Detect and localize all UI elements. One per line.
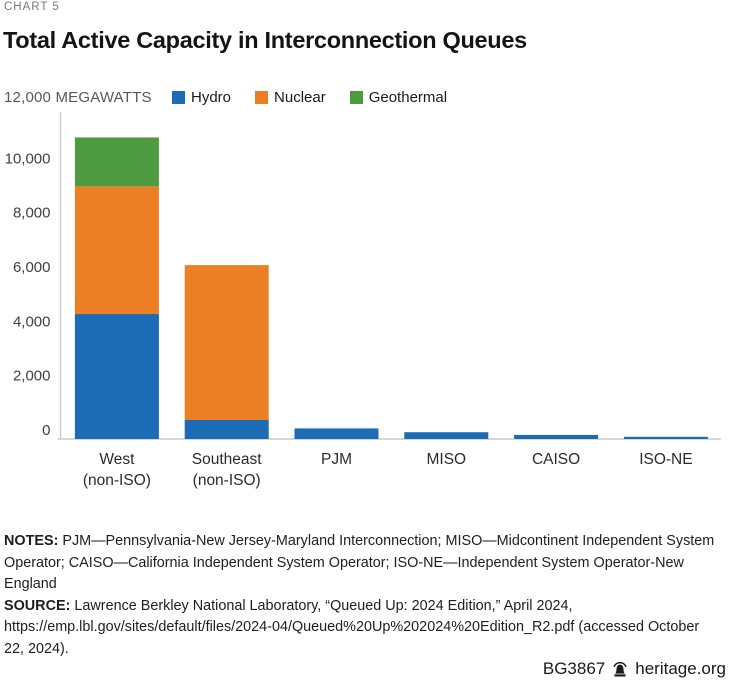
x-category-label: Southeast [192, 451, 262, 468]
x-category-label: (non-ISO) [83, 472, 151, 489]
y-tick-label: 8,000 [13, 205, 51, 222]
footer: BG3867 heritage.org [543, 659, 726, 679]
legend-swatch-geothermal [349, 90, 363, 104]
y-tick-label: 0 [42, 422, 50, 439]
legend-label: Nuclear [274, 88, 326, 106]
bar-segment-nuclear [74, 186, 159, 315]
bar-segment-hydro [294, 428, 379, 439]
x-category-label: PJM [321, 451, 352, 468]
notes-paragraph: NOTES: PJM—Pennsylvania-New Jersey-Maryl… [4, 531, 720, 596]
heritage-bell-icon [613, 661, 627, 676]
legend-row: 12,000 MEGAWATTS Hydro Nuclear Geothermal [4, 88, 730, 107]
bar-segment-hydro [404, 432, 489, 439]
x-category-label: West [99, 451, 135, 468]
y-axis-top-label: 12,000 MEGAWATTS [4, 89, 152, 106]
y-tick-label: 2,000 [13, 368, 51, 385]
bar-segment-hydro [184, 419, 269, 439]
source-label: SOURCE: [4, 597, 71, 614]
notes-label: NOTES: [4, 533, 59, 549]
y-tick-label: 6,000 [13, 259, 51, 276]
legend-item-geothermal: Geothermal [349, 88, 448, 106]
notes-block: NOTES: PJM—Pennsylvania-New Jersey-Maryl… [4, 531, 720, 660]
bar-segment-geothermal [74, 137, 159, 187]
notes-text: PJM—Pennsylvania-New Jersey-Maryland Int… [4, 533, 715, 592]
source-text: Lawrence Berkley National Laboratory, “Q… [4, 597, 700, 657]
x-category-label: CAISO [532, 451, 580, 468]
bar-segment-hydro [623, 436, 708, 439]
legend: Hydro Nuclear Geothermal [172, 88, 447, 106]
legend-swatch-hydro [172, 90, 185, 104]
document-id: BG3867 [542, 659, 606, 678]
bar-segment-hydro [514, 434, 599, 439]
legend-label: Geothermal [368, 88, 448, 106]
legend-item-hydro: Hydro [172, 89, 231, 106]
x-category-label: ISO-NE [639, 451, 692, 468]
legend-label: Hydro [191, 88, 232, 106]
chart-kicker: CHART 5 [4, 1, 60, 13]
legend-item-nuclear: Nuclear [255, 89, 326, 106]
legend-swatch-nuclear [255, 90, 269, 104]
x-category-label: (non-ISO) [193, 472, 261, 489]
capacity-chart: 0 2,000 4,000 6,000 8,000 10,000 West (non-ISO)… [5, 112, 721, 489]
x-category-label: MISO [426, 451, 466, 468]
bar-segment-hydro [74, 314, 159, 439]
page-title: Total Active Capacity in Interconnection… [3, 27, 527, 53]
source-paragraph: SOURCE: Lawrence Berkley National Labora… [4, 596, 720, 661]
site-link[interactable]: heritage.org [635, 659, 726, 678]
bar-segment-nuclear [184, 265, 269, 420]
y-tick-label: 10,000 [5, 150, 51, 167]
y-tick-label: 4,000 [13, 313, 51, 330]
